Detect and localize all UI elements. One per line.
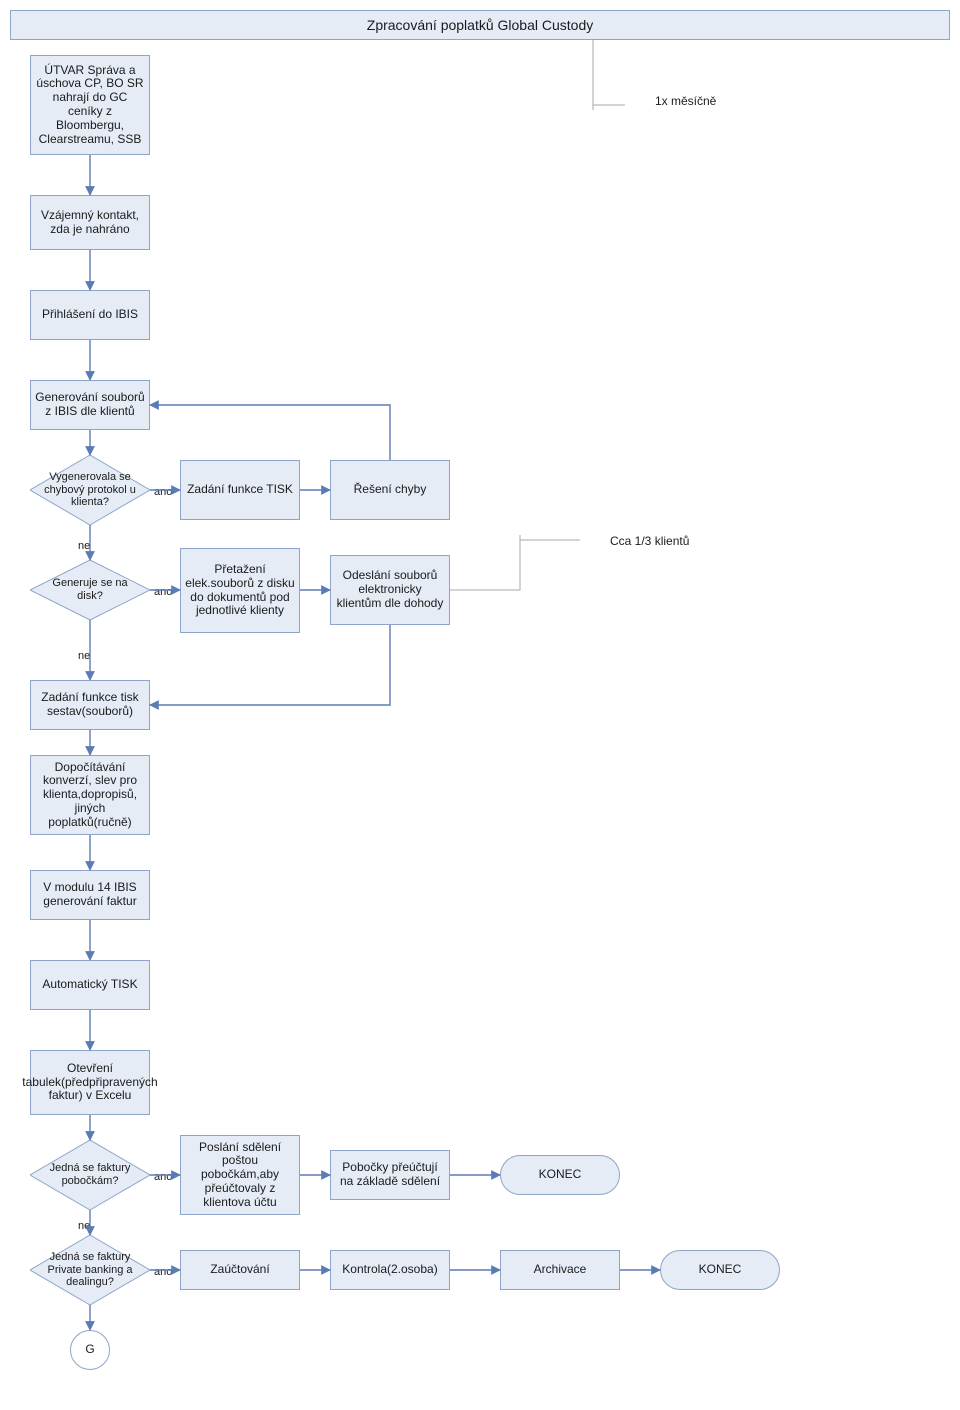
node-label-n18: Archivace bbox=[534, 1263, 587, 1277]
edge-label-d1-d2: ne bbox=[78, 540, 90, 553]
node-n17: Kontrola(2.osoba) bbox=[330, 1250, 450, 1290]
node-label-header: Zpracování poplatků Global Custody bbox=[367, 17, 593, 33]
node-label-n17: Kontrola(2.osoba) bbox=[342, 1263, 437, 1277]
node-d1: Vygenerovala se chybový protokol u klien… bbox=[30, 455, 150, 525]
node-n14: Poslání sdělení poštou pobočkám,aby přeú… bbox=[180, 1135, 300, 1215]
node-label-n9: Zadání funkce tisk sestav(souborů) bbox=[35, 691, 145, 719]
annotation-note2: Cca 1/3 klientů bbox=[610, 535, 689, 549]
node-n3: Přihlášení do IBIS bbox=[30, 290, 150, 340]
node-n10: Dopočítávání konverzí, slev pro klienta,… bbox=[30, 755, 150, 835]
node-label-n1: ÚTVAR Správa a úschova CP, BO SR nahrají… bbox=[35, 64, 145, 147]
node-d3: Jedná se faktury pobočkám? bbox=[30, 1140, 150, 1210]
node-label-n4: Generování souborů z IBIS dle klientů bbox=[35, 391, 145, 419]
node-n11: V modulu 14 IBIS generování faktur bbox=[30, 870, 150, 920]
node-n16: Zaúčtování bbox=[180, 1250, 300, 1290]
node-label-t2: KONEC bbox=[699, 1263, 742, 1277]
node-label-n15: Pobočky přeúčtují na základě sdělení bbox=[335, 1161, 445, 1189]
node-c1: G bbox=[70, 1330, 110, 1370]
edge-n8-n9 bbox=[150, 625, 390, 705]
node-n1: ÚTVAR Správa a úschova CP, BO SR nahrají… bbox=[30, 55, 150, 155]
node-label-n16: Zaúčtování bbox=[210, 1263, 269, 1277]
node-n15: Pobočky přeúčtují na základě sdělení bbox=[330, 1150, 450, 1200]
annotation-line-note2 bbox=[450, 540, 580, 590]
node-label-n14: Poslání sdělení poštou pobočkám,aby přeú… bbox=[185, 1141, 295, 1210]
edge-label-d3-n14: ano bbox=[154, 1171, 172, 1184]
annotation-line-note1 bbox=[593, 40, 625, 105]
edge-label-d4-n16: ano bbox=[154, 1266, 172, 1279]
edge-n6-n4 bbox=[150, 405, 390, 460]
node-label-d3: Jedná se faktury pobočkám? bbox=[42, 1162, 138, 1187]
node-n7: Přetažení elek.souborů z disku do dokume… bbox=[180, 548, 300, 633]
node-label-n11: V modulu 14 IBIS generování faktur bbox=[35, 881, 145, 909]
node-label-n3: Přihlášení do IBIS bbox=[42, 308, 138, 322]
node-label-d2: Generuje se na disk? bbox=[42, 577, 138, 602]
node-n8: Odeslání souborů elektronicky klientům d… bbox=[330, 555, 450, 625]
node-label-n7: Přetažení elek.souborů z disku do dokume… bbox=[185, 563, 295, 618]
node-label-n5: Zadání funkce TISK bbox=[187, 483, 293, 497]
node-label-n8: Odeslání souborů elektronicky klientům d… bbox=[335, 569, 445, 610]
node-n9: Zadání funkce tisk sestav(souborů) bbox=[30, 680, 150, 730]
node-header: Zpracování poplatků Global Custody bbox=[10, 10, 950, 40]
node-t1: KONEC bbox=[500, 1155, 620, 1195]
edge-label-d3-d4: ne bbox=[78, 1220, 90, 1233]
node-n2: Vzájemný kontakt, zda je nahráno bbox=[30, 195, 150, 250]
node-n18: Archivace bbox=[500, 1250, 620, 1290]
node-label-n6: Řešení chyby bbox=[354, 483, 427, 497]
node-n12: Automatický TISK bbox=[30, 960, 150, 1010]
node-label-d1: Vygenerovala se chybový protokol u klien… bbox=[42, 471, 138, 509]
node-label-n12: Automatický TISK bbox=[42, 978, 137, 992]
node-n5: Zadání funkce TISK bbox=[180, 460, 300, 520]
node-n13: Otevření tabulek(předpřipravených faktur… bbox=[30, 1050, 150, 1115]
node-n4: Generování souborů z IBIS dle klientů bbox=[30, 380, 150, 430]
node-d4: Jedná se faktury Private banking a deali… bbox=[30, 1235, 150, 1305]
node-d2: Generuje se na disk? bbox=[30, 560, 150, 620]
node-label-n10: Dopočítávání konverzí, slev pro klienta,… bbox=[35, 761, 145, 830]
flowchart-canvas: Zpracování poplatků Global Custody ÚTVAR … bbox=[0, 0, 960, 1410]
node-t2: KONEC bbox=[660, 1250, 780, 1290]
node-n6: Řešení chyby bbox=[330, 460, 450, 520]
node-label-t1: KONEC bbox=[539, 1168, 582, 1182]
edge-label-d1-n5: ano bbox=[154, 486, 172, 499]
edge-label-d2-n9: ne bbox=[78, 650, 90, 663]
node-label-d4: Jedná se faktury Private banking a deali… bbox=[42, 1251, 138, 1289]
node-label-n13: Otevření tabulek(předpřipravených faktur… bbox=[22, 1062, 157, 1103]
edge-label-d2-n7: ano bbox=[154, 586, 172, 599]
node-label-n2: Vzájemný kontakt, zda je nahráno bbox=[35, 209, 145, 237]
node-label-c1: G bbox=[85, 1343, 94, 1357]
annotation-note1: 1x měsíčně bbox=[655, 95, 716, 109]
